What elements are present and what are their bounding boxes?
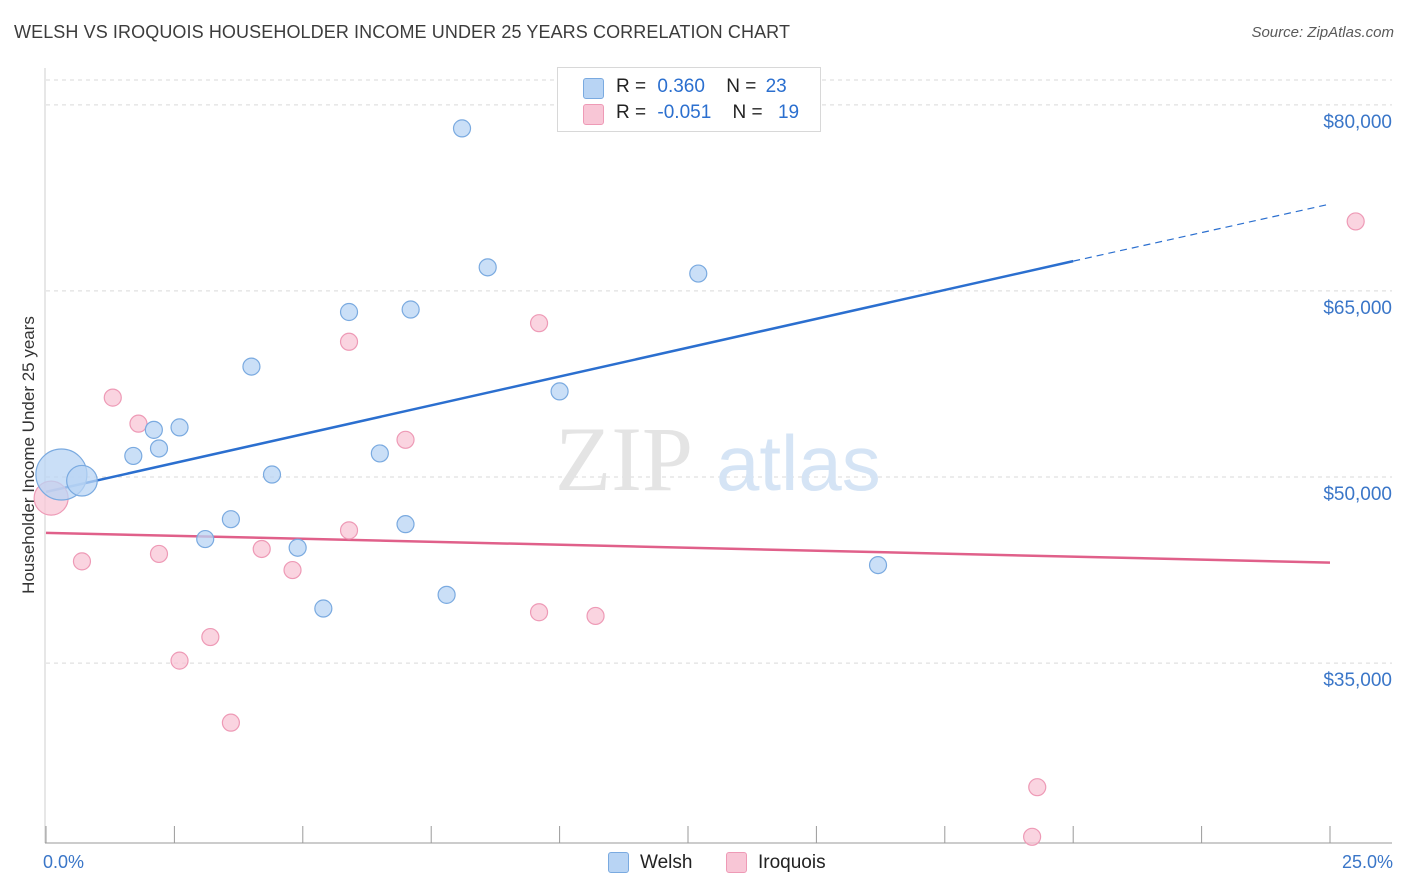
welsh-trend-line	[45, 259, 1074, 494]
welsh-swatch-icon	[608, 852, 629, 873]
iroquois-point	[1023, 827, 1042, 846]
iroquois-point	[339, 332, 359, 351]
welsh-point	[262, 465, 282, 484]
x-tick-label-max: 25.0%	[1341, 852, 1393, 872]
iroquois-point	[149, 544, 169, 564]
y-tick-label: $80,000	[1323, 111, 1392, 133]
welsh-point	[170, 418, 189, 437]
welsh-point	[242, 357, 261, 376]
iroquois-point	[339, 521, 359, 540]
iroquois-point	[1346, 212, 1365, 231]
r-value: -0.051	[657, 102, 712, 123]
iroquois-point	[1028, 778, 1047, 797]
legend-text-iroquois: R = -0.051 N = 19	[616, 102, 799, 124]
welsh-point	[221, 510, 240, 529]
welsh-point	[370, 444, 389, 463]
iroquois-point	[529, 603, 549, 622]
y-tick-label: $65,000	[1323, 297, 1392, 319]
welsh-point	[689, 264, 708, 283]
welsh-point	[124, 446, 143, 466]
welsh-point	[144, 420, 163, 439]
welsh-point	[478, 258, 497, 277]
welsh-point	[66, 464, 98, 497]
welsh-point	[437, 585, 456, 604]
welsh-point	[339, 302, 359, 322]
r-value: 0.360	[657, 76, 705, 97]
welsh-trend-extension	[1073, 203, 1331, 262]
welsh-point	[314, 599, 333, 618]
welsh-point	[550, 382, 569, 401]
welsh-swatch-icon	[583, 78, 604, 99]
n-label: N =	[732, 102, 763, 123]
iroquois-point	[586, 606, 605, 626]
legend-label-welsh: Welsh	[640, 852, 693, 873]
iroquois-point	[221, 713, 240, 732]
welsh-point	[396, 515, 415, 534]
chart-title: WELSH VS IROQUOIS HOUSEHOLDER INCOME UND…	[14, 22, 791, 42]
n-label: N =	[726, 76, 757, 97]
trend-lines	[45, 203, 1331, 564]
welsh-point	[288, 538, 307, 557]
welsh-point	[196, 529, 215, 549]
correlation-legend: R = 0.360 N = 23 R = -0.051 N = 19	[557, 67, 821, 132]
iroquois-point	[170, 651, 189, 670]
iroquois-point	[103, 388, 122, 407]
welsh-point	[452, 119, 472, 138]
legend-text-welsh: R = 0.360 N = 23	[616, 76, 787, 98]
watermark: ZIP atlas	[555, 408, 881, 510]
source-label: Source: ZipAtlas.com	[1251, 24, 1394, 41]
iroquois-point	[283, 560, 302, 580]
iroquois-swatch-icon	[583, 104, 604, 125]
r-label: R =	[616, 76, 647, 97]
iroquois-point	[72, 552, 92, 571]
iroquois-point	[396, 430, 415, 449]
y-tick-label: $35,000	[1323, 670, 1392, 692]
x-tick-label-min: 0.0%	[43, 852, 85, 872]
watermark-zip: ZIP	[555, 408, 693, 510]
iroquois-swatch-icon	[726, 852, 747, 873]
data-points	[33, 119, 1365, 846]
n-value: 19	[777, 102, 800, 123]
iroquois-point	[529, 314, 549, 333]
y-tick-label: $50,000	[1323, 484, 1392, 505]
welsh-point	[149, 439, 169, 458]
legend-label-iroquois: Iroquois	[758, 852, 826, 873]
welsh-point	[401, 300, 420, 319]
iroquois-point	[201, 627, 220, 647]
watermark-atlas: atlas	[716, 419, 881, 507]
welsh-point	[868, 555, 888, 575]
iroquois-point	[129, 414, 148, 433]
iroquois-point	[252, 539, 271, 559]
iroquois-trend-line	[45, 531, 1331, 564]
r-label: R =	[616, 102, 647, 123]
n-value: 23	[765, 76, 787, 97]
